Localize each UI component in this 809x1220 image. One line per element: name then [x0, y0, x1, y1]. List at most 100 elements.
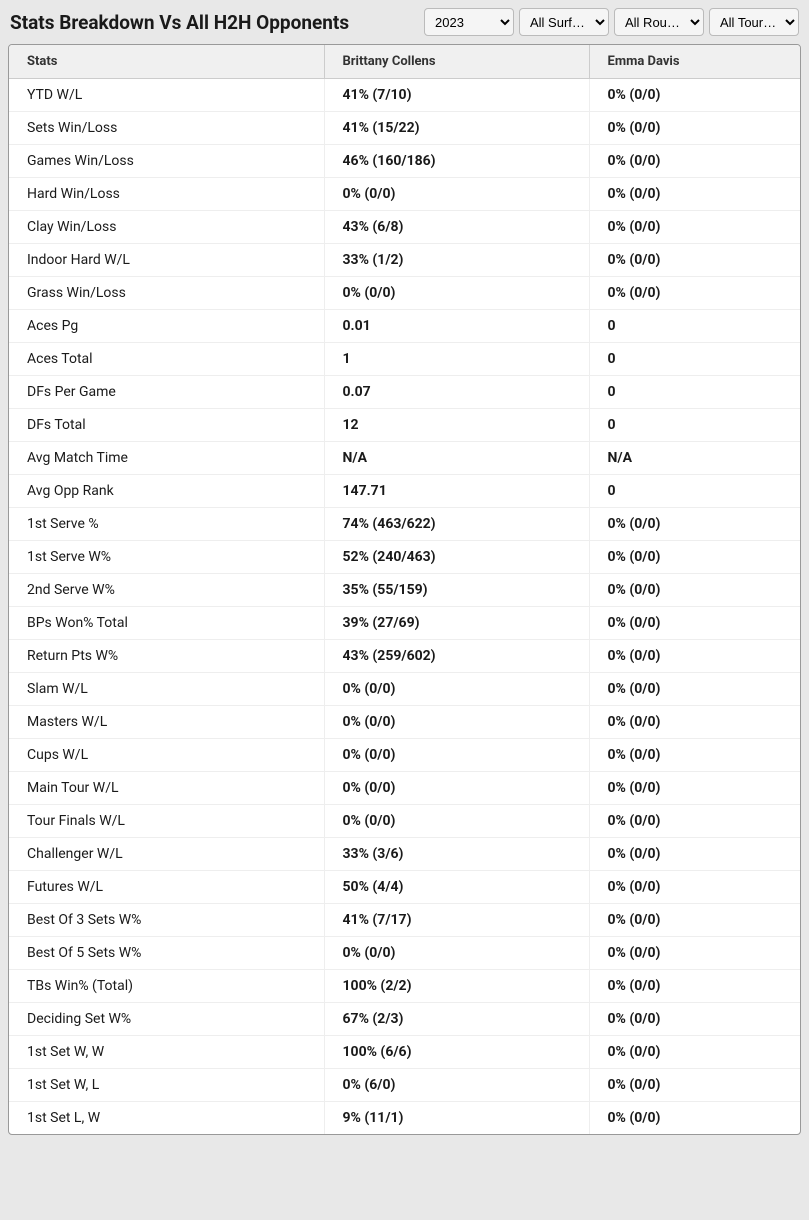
- player2-value: 0% (0/0): [589, 508, 800, 541]
- stat-label: BPs Won% Total: [9, 607, 324, 640]
- stat-label: Aces Pg: [9, 310, 324, 343]
- table-row: Slam W/L0% (0/0)0% (0/0): [9, 673, 800, 706]
- table-row: DFs Per Game0.070: [9, 376, 800, 409]
- player1-value: 0% (0/0): [324, 937, 589, 970]
- stat-label: 1st Set L, W: [9, 1102, 324, 1135]
- player1-value: 9% (11/1): [324, 1102, 589, 1135]
- table-row: Cups W/L0% (0/0)0% (0/0): [9, 739, 800, 772]
- player1-value: 1: [324, 343, 589, 376]
- column-header-stats: Stats: [9, 45, 324, 79]
- table-row: 1st Serve W%52% (240/463)0% (0/0): [9, 541, 800, 574]
- table-header-row: Stats Brittany Collens Emma Davis: [9, 45, 800, 79]
- stat-label: 1st Set W, W: [9, 1036, 324, 1069]
- player2-value: 0% (0/0): [589, 79, 800, 112]
- table-row: 1st Set W, L0% (6/0)0% (0/0): [9, 1069, 800, 1102]
- surface-filter[interactable]: All Surf…: [519, 8, 609, 36]
- player2-value: 0% (0/0): [589, 970, 800, 1003]
- player2-value: 0: [589, 343, 800, 376]
- player2-value: 0% (0/0): [589, 607, 800, 640]
- table-row: Best Of 5 Sets W%0% (0/0)0% (0/0): [9, 937, 800, 970]
- player1-value: 33% (1/2): [324, 244, 589, 277]
- player2-value: 0% (0/0): [589, 277, 800, 310]
- stat-label: Return Pts W%: [9, 640, 324, 673]
- stat-label: Slam W/L: [9, 673, 324, 706]
- stat-label: 2nd Serve W%: [9, 574, 324, 607]
- player1-value: 33% (3/6): [324, 838, 589, 871]
- page-title: Stats Breakdown Vs All H2H Opponents: [10, 11, 349, 34]
- player2-value: 0% (0/0): [589, 640, 800, 673]
- player2-value: 0% (0/0): [589, 112, 800, 145]
- player2-value: 0% (0/0): [589, 904, 800, 937]
- player2-value: 0% (0/0): [589, 838, 800, 871]
- player1-value: 41% (15/22): [324, 112, 589, 145]
- player1-value: 41% (7/17): [324, 904, 589, 937]
- player1-value: 100% (2/2): [324, 970, 589, 1003]
- table-row: Aces Pg0.010: [9, 310, 800, 343]
- player1-value: 0% (0/0): [324, 673, 589, 706]
- player2-value: 0% (0/0): [589, 1069, 800, 1102]
- table-row: DFs Total120: [9, 409, 800, 442]
- player1-value: 41% (7/10): [324, 79, 589, 112]
- player1-value: 0% (6/0): [324, 1069, 589, 1102]
- player2-value: 0% (0/0): [589, 244, 800, 277]
- stat-label: Avg Match Time: [9, 442, 324, 475]
- stat-label: Hard Win/Loss: [9, 178, 324, 211]
- year-filter[interactable]: 2023: [424, 8, 514, 36]
- player1-value: 0% (0/0): [324, 739, 589, 772]
- tournament-filter[interactable]: All Tour…: [709, 8, 799, 36]
- page-header: Stats Breakdown Vs All H2H Opponents 202…: [0, 0, 809, 44]
- player2-value: 0% (0/0): [589, 871, 800, 904]
- stat-label: Aces Total: [9, 343, 324, 376]
- stat-label: Futures W/L: [9, 871, 324, 904]
- player2-value: 0% (0/0): [589, 145, 800, 178]
- stat-label: Masters W/L: [9, 706, 324, 739]
- player2-value: 0% (0/0): [589, 673, 800, 706]
- player2-value: 0% (0/0): [589, 739, 800, 772]
- player1-value: 0.01: [324, 310, 589, 343]
- table-row: Clay Win/Loss43% (6/8)0% (0/0): [9, 211, 800, 244]
- stat-label: Games Win/Loss: [9, 145, 324, 178]
- table-row: 1st Set W, W100% (6/6)0% (0/0): [9, 1036, 800, 1069]
- player1-value: 50% (4/4): [324, 871, 589, 904]
- player2-value: 0% (0/0): [589, 772, 800, 805]
- table-row: Best Of 3 Sets W%41% (7/17)0% (0/0): [9, 904, 800, 937]
- player1-value: 0% (0/0): [324, 805, 589, 838]
- stat-label: Best Of 3 Sets W%: [9, 904, 324, 937]
- table-row: Deciding Set W%67% (2/3)0% (0/0): [9, 1003, 800, 1036]
- filter-bar: 2023 All Surf… All Rou… All Tour…: [424, 8, 799, 36]
- player1-value: 67% (2/3): [324, 1003, 589, 1036]
- table-row: 1st Set L, W9% (11/1)0% (0/0): [9, 1102, 800, 1135]
- stat-label: TBs Win% (Total): [9, 970, 324, 1003]
- player1-value: 0.07: [324, 376, 589, 409]
- table-row: Games Win/Loss46% (160/186)0% (0/0): [9, 145, 800, 178]
- player1-value: 100% (6/6): [324, 1036, 589, 1069]
- round-filter[interactable]: All Rou…: [614, 8, 704, 36]
- player2-value: 0% (0/0): [589, 541, 800, 574]
- stat-label: Challenger W/L: [9, 838, 324, 871]
- stat-label: Tour Finals W/L: [9, 805, 324, 838]
- player2-value: 0% (0/0): [589, 1102, 800, 1135]
- table-row: Indoor Hard W/L33% (1/2)0% (0/0): [9, 244, 800, 277]
- stat-label: Avg Opp Rank: [9, 475, 324, 508]
- stat-label: Sets Win/Loss: [9, 112, 324, 145]
- stat-label: Cups W/L: [9, 739, 324, 772]
- table-row: Sets Win/Loss41% (15/22)0% (0/0): [9, 112, 800, 145]
- player2-value: 0: [589, 475, 800, 508]
- player2-value: 0% (0/0): [589, 211, 800, 244]
- stat-label: DFs Total: [9, 409, 324, 442]
- player2-value: 0% (0/0): [589, 1003, 800, 1036]
- player1-value: 52% (240/463): [324, 541, 589, 574]
- player1-value: 0% (0/0): [324, 178, 589, 211]
- table-row: Challenger W/L33% (3/6)0% (0/0): [9, 838, 800, 871]
- player1-value: N/A: [324, 442, 589, 475]
- stat-label: 1st Serve W%: [9, 541, 324, 574]
- stats-table: Stats Brittany Collens Emma Davis YTD W/…: [9, 45, 800, 1134]
- stat-label: Main Tour W/L: [9, 772, 324, 805]
- table-row: Masters W/L0% (0/0)0% (0/0): [9, 706, 800, 739]
- table-row: Main Tour W/L0% (0/0)0% (0/0): [9, 772, 800, 805]
- column-header-player2: Emma Davis: [589, 45, 800, 79]
- player1-value: 43% (259/602): [324, 640, 589, 673]
- player1-value: 0% (0/0): [324, 772, 589, 805]
- player1-value: 74% (463/622): [324, 508, 589, 541]
- player1-value: 39% (27/69): [324, 607, 589, 640]
